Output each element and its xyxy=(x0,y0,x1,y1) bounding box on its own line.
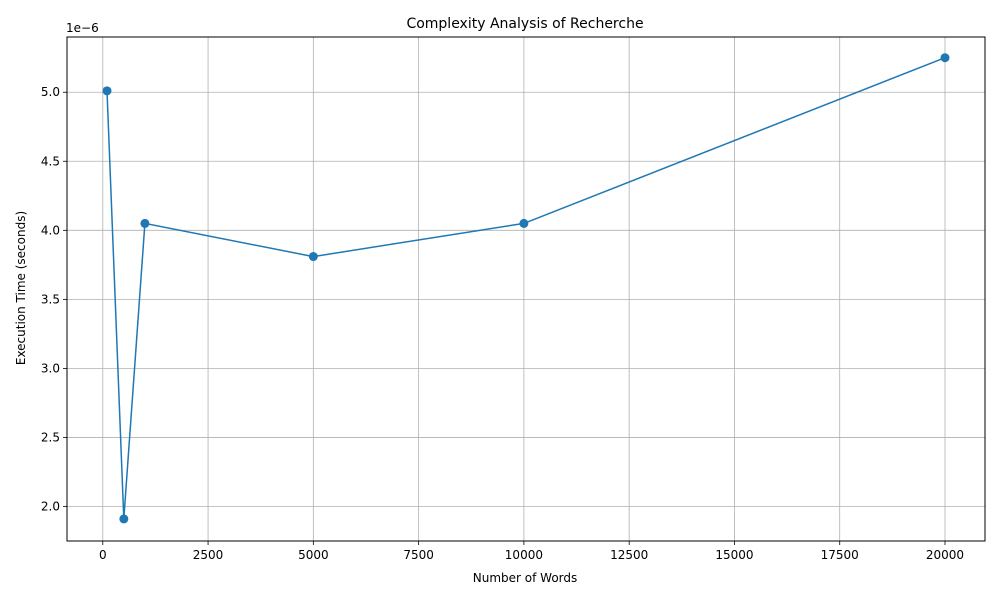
x-tick-label: 20000 xyxy=(926,548,964,562)
x-tick-label: 15000 xyxy=(715,548,753,562)
x-tick-label: 17500 xyxy=(821,548,859,562)
series-line xyxy=(106,57,946,519)
data-point xyxy=(119,514,129,524)
x-tick-label: 10000 xyxy=(505,548,543,562)
y-tick-label: 3.0 xyxy=(41,361,60,375)
y-tick-label: 2.5 xyxy=(41,430,60,444)
x-tick-label: 5000 xyxy=(298,548,329,562)
y-axis-label: Execution Time (seconds) xyxy=(14,211,28,365)
data-point xyxy=(940,53,950,63)
y-tick-label: 2.0 xyxy=(41,499,60,513)
x-tick-label: 7500 xyxy=(403,548,434,562)
plot-frame xyxy=(66,36,986,542)
data-point xyxy=(308,252,318,262)
chart-title: Complexity Analysis of Recherche xyxy=(406,16,643,32)
axis-ticks: 0 2500 5000 7500 10000 12500 15000 17500 20000 2.… xyxy=(41,85,964,562)
grid-lines xyxy=(67,37,985,541)
y-tick-label: 5.0 xyxy=(41,85,60,99)
x-tick-label: 0 xyxy=(99,548,107,562)
x-tick-label: 12500 xyxy=(610,548,648,562)
y-tick-label: 4.5 xyxy=(41,154,60,168)
y-offset-label: 1e−6 xyxy=(66,21,99,35)
y-tick-label: 4.0 xyxy=(41,223,60,237)
x-tick-label: 2500 xyxy=(193,548,224,562)
series-execution-time xyxy=(102,53,950,524)
y-tick-label: 3.5 xyxy=(41,292,60,306)
data-point xyxy=(102,86,112,96)
x-axis-label: Number of Words xyxy=(473,571,578,585)
data-point xyxy=(519,218,529,228)
data-point xyxy=(140,218,150,228)
